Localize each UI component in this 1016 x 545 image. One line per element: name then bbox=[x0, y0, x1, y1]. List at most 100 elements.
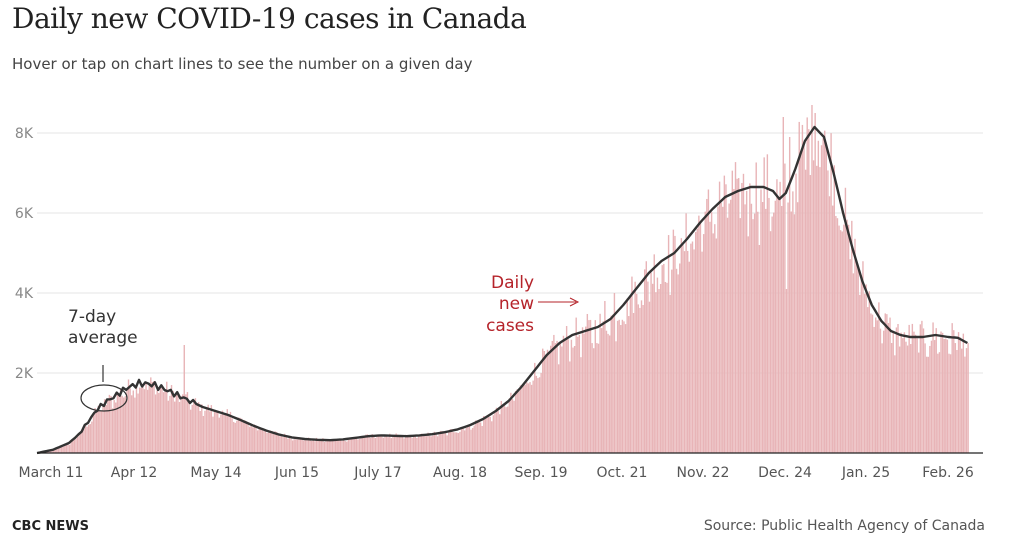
daily-cases-bar[interactable] bbox=[153, 380, 155, 453]
daily-cases-bar[interactable] bbox=[902, 338, 904, 453]
daily-cases-bar[interactable] bbox=[599, 313, 601, 453]
daily-cases-bar[interactable] bbox=[637, 304, 640, 453]
daily-cases-bar[interactable] bbox=[600, 328, 603, 453]
daily-cases-bar[interactable] bbox=[648, 301, 651, 453]
daily-cases-bar[interactable] bbox=[537, 378, 539, 453]
daily-cases-bar[interactable] bbox=[572, 347, 574, 453]
daily-cases-bar[interactable] bbox=[921, 320, 923, 453]
daily-cases-bar[interactable] bbox=[290, 438, 292, 453]
daily-cases-bar[interactable] bbox=[583, 333, 585, 453]
daily-cases-bar[interactable] bbox=[745, 190, 748, 453]
daily-cases-bar[interactable] bbox=[468, 424, 471, 453]
daily-cases-bar[interactable] bbox=[420, 433, 423, 453]
daily-cases-bar[interactable] bbox=[954, 343, 957, 453]
daily-cases-bar[interactable] bbox=[318, 440, 321, 453]
daily-cases-bar[interactable] bbox=[667, 235, 670, 453]
daily-cases-bar[interactable] bbox=[951, 323, 953, 453]
daily-cases-bar[interactable] bbox=[707, 189, 710, 454]
daily-cases-bar[interactable] bbox=[510, 392, 512, 453]
daily-cases-bar[interactable] bbox=[197, 402, 200, 453]
daily-cases-bar[interactable] bbox=[910, 344, 912, 453]
daily-cases-bar[interactable] bbox=[608, 335, 611, 453]
daily-cases-bar[interactable] bbox=[597, 343, 600, 453]
daily-cases-bar[interactable] bbox=[425, 436, 428, 453]
daily-cases-bar[interactable] bbox=[769, 231, 772, 453]
daily-cases-bar[interactable] bbox=[717, 206, 719, 453]
daily-cases-bar[interactable] bbox=[613, 293, 616, 453]
daily-cases-bar[interactable] bbox=[897, 323, 899, 453]
daily-cases-bar[interactable] bbox=[737, 178, 740, 453]
daily-cases-bar[interactable] bbox=[110, 395, 112, 453]
daily-cases-bar[interactable] bbox=[518, 390, 520, 453]
daily-cases-bar[interactable] bbox=[889, 317, 891, 453]
daily-cases-bar[interactable] bbox=[526, 382, 528, 453]
daily-cases-bar[interactable] bbox=[64, 444, 66, 453]
daily-cases-bar[interactable] bbox=[481, 425, 483, 453]
daily-cases-bar[interactable] bbox=[833, 165, 835, 454]
daily-cases-bar[interactable] bbox=[930, 340, 933, 453]
daily-cases-bar[interactable] bbox=[111, 408, 114, 453]
daily-cases-bar[interactable] bbox=[868, 291, 871, 453]
daily-cases-bar[interactable] bbox=[231, 418, 233, 453]
daily-cases-bar[interactable] bbox=[945, 338, 947, 453]
daily-cases-bar[interactable] bbox=[628, 316, 630, 453]
daily-cases-bar[interactable] bbox=[640, 300, 643, 453]
daily-cases-bar[interactable] bbox=[585, 326, 587, 453]
daily-cases-bar[interactable] bbox=[275, 431, 278, 453]
daily-cases-bar[interactable] bbox=[758, 244, 761, 453]
daily-cases-bar[interactable] bbox=[462, 427, 464, 453]
daily-cases-bar[interactable] bbox=[467, 425, 469, 453]
daily-cases-bar[interactable] bbox=[162, 392, 165, 453]
daily-cases-bar[interactable] bbox=[264, 431, 267, 453]
daily-cases-bar[interactable] bbox=[881, 343, 883, 453]
daily-cases-bar[interactable] bbox=[428, 436, 431, 453]
daily-cases-bar[interactable] bbox=[433, 431, 436, 453]
daily-cases-bar[interactable] bbox=[465, 427, 467, 453]
daily-cases-bar[interactable] bbox=[636, 293, 638, 453]
daily-cases-bar[interactable] bbox=[696, 228, 698, 453]
daily-cases-bar[interactable] bbox=[449, 429, 452, 453]
daily-cases-bar[interactable] bbox=[540, 373, 542, 453]
daily-cases-bar[interactable] bbox=[809, 175, 812, 453]
daily-cases-bar[interactable] bbox=[779, 181, 781, 453]
daily-cases-bar[interactable] bbox=[185, 394, 187, 453]
daily-cases-bar[interactable] bbox=[338, 439, 340, 453]
daily-cases-bar[interactable] bbox=[371, 434, 373, 453]
daily-cases-bar[interactable] bbox=[201, 404, 203, 453]
daily-cases-bar[interactable] bbox=[933, 340, 936, 453]
daily-cases-bar[interactable] bbox=[97, 405, 99, 453]
daily-cases-bar[interactable] bbox=[390, 438, 393, 453]
daily-cases-bar[interactable] bbox=[416, 437, 418, 453]
daily-cases-bar[interactable] bbox=[65, 443, 68, 453]
daily-cases-bar[interactable] bbox=[89, 424, 91, 453]
daily-cases-bar[interactable] bbox=[444, 431, 447, 453]
daily-cases-bar[interactable] bbox=[247, 423, 249, 453]
daily-cases-bar[interactable] bbox=[293, 439, 295, 453]
daily-cases-bar[interactable] bbox=[631, 276, 633, 453]
daily-cases-bar[interactable] bbox=[349, 438, 351, 453]
daily-cases-bar[interactable] bbox=[669, 294, 671, 453]
daily-cases-bar[interactable] bbox=[285, 436, 287, 453]
daily-cases-bar[interactable] bbox=[334, 440, 337, 453]
daily-cases-bar[interactable] bbox=[484, 418, 487, 453]
daily-cases-bar[interactable] bbox=[60, 446, 63, 453]
daily-cases-bar[interactable] bbox=[820, 145, 823, 454]
daily-cases-bar[interactable] bbox=[234, 422, 236, 453]
daily-cases-bar[interactable] bbox=[137, 393, 139, 453]
daily-cases-bar[interactable] bbox=[765, 208, 767, 453]
daily-cases-bar[interactable] bbox=[236, 420, 238, 453]
daily-cases-bar[interactable] bbox=[666, 282, 668, 453]
daily-cases-bar[interactable] bbox=[757, 211, 759, 453]
daily-cases-bar[interactable] bbox=[381, 434, 383, 453]
daily-cases-bar[interactable] bbox=[865, 284, 867, 453]
daily-cases-bar[interactable] bbox=[217, 412, 219, 453]
daily-cases-bar[interactable] bbox=[159, 387, 162, 453]
daily-cases-bar[interactable] bbox=[131, 395, 133, 453]
daily-cases-bar[interactable] bbox=[781, 206, 783, 453]
daily-cases-bar[interactable] bbox=[819, 167, 821, 453]
daily-cases-bar[interactable] bbox=[479, 422, 482, 453]
daily-cases-bar[interactable] bbox=[645, 261, 647, 453]
daily-cases-bar[interactable] bbox=[362, 436, 364, 453]
daily-cases-bar[interactable] bbox=[956, 349, 958, 453]
daily-cases-bar[interactable] bbox=[790, 211, 792, 453]
